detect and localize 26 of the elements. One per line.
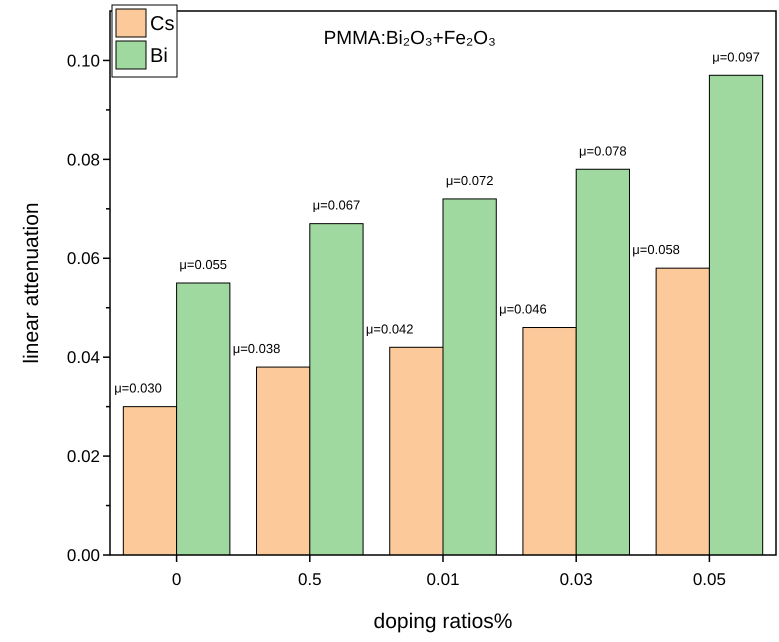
- x-tick-label: 0: [172, 570, 182, 589]
- x-tick-label: 0.03: [560, 570, 593, 589]
- data-label: μ=0.058: [632, 242, 680, 258]
- y-tick-label: 0.06: [66, 249, 100, 268]
- data-label: μ=0.046: [499, 302, 547, 317]
- y-axis-title: linear attenuation: [20, 202, 43, 364]
- y-tick-label: 0.08: [66, 150, 100, 170]
- y-tick-label: 0.04: [66, 348, 100, 368]
- data-label: μ=0.072: [446, 172, 494, 188]
- x-tick-label: 0.05: [692, 570, 726, 589]
- data-label: μ=0.078: [579, 143, 627, 158]
- legend-label: Bi: [150, 45, 168, 67]
- x-tick-label: 0.01: [426, 570, 460, 589]
- x-axis-title: doping ratios%: [374, 610, 512, 633]
- y-tick-label: 0.10: [66, 51, 100, 70]
- text: PMMA:Bi₂O₃+Fe₂O₃: [324, 28, 496, 49]
- y-tick-label: 0.02: [66, 447, 100, 466]
- data-label: μ=0.030: [114, 380, 162, 396]
- data-label: μ=0.097: [712, 49, 760, 64]
- legend-label: Cs: [150, 13, 174, 35]
- data-label: μ=0.042: [366, 321, 414, 336]
- x-tick-label: 0.5: [298, 570, 322, 589]
- y-tick-label: 0.00: [66, 546, 100, 565]
- data-label: μ=0.038: [232, 341, 280, 356]
- data-label: μ=0.067: [312, 198, 360, 213]
- data-label: μ=0.055: [179, 257, 228, 272]
